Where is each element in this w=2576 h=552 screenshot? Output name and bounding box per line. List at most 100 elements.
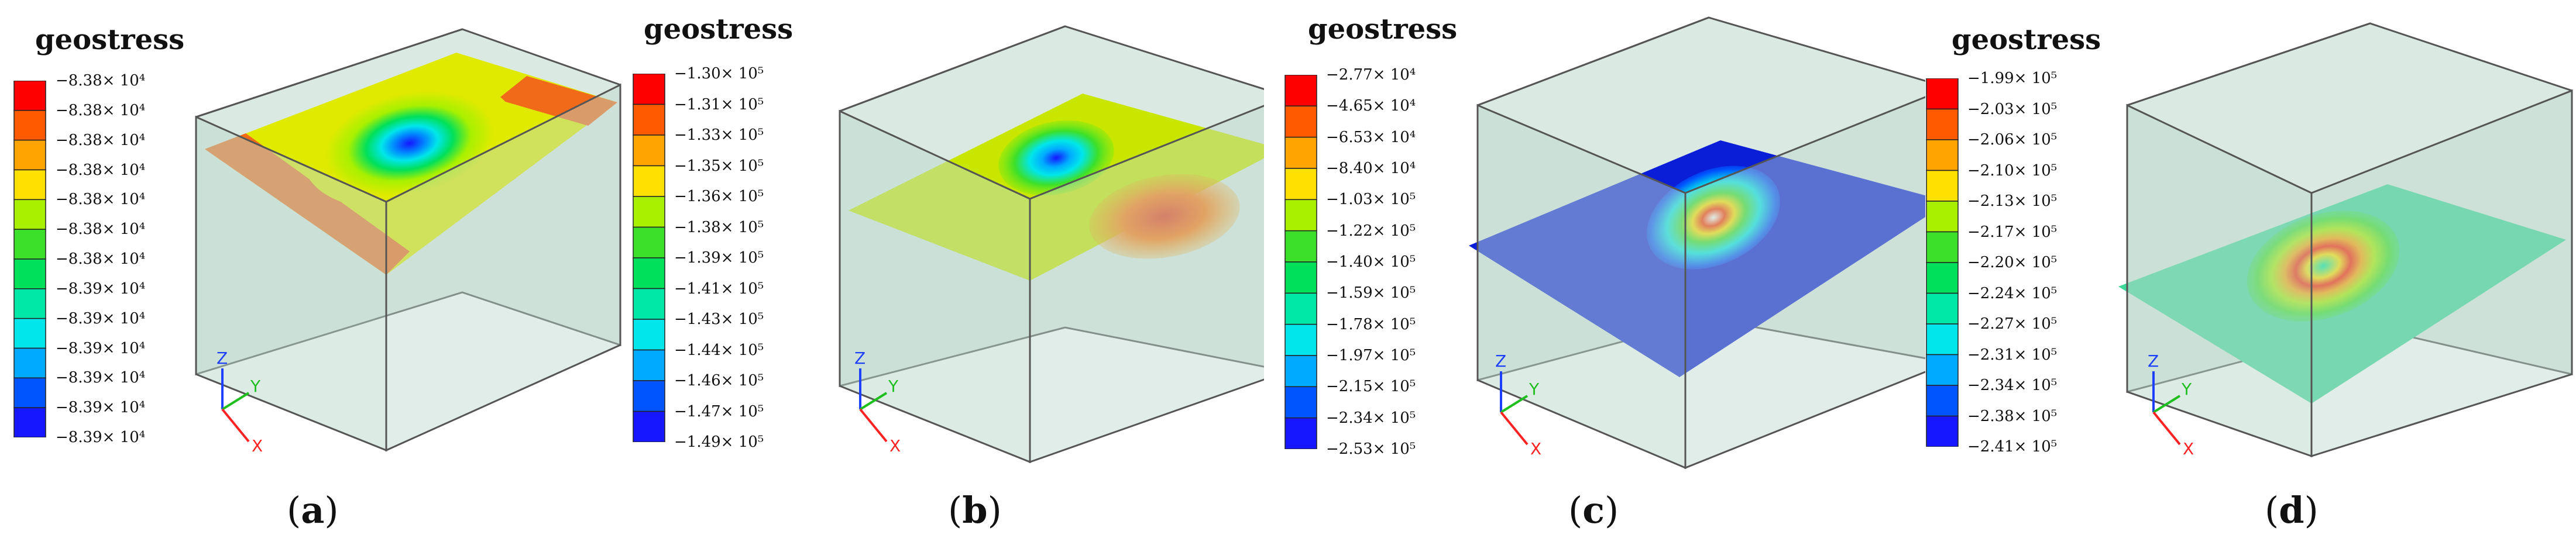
legend-swatch	[1926, 323, 1959, 356]
legend-label: −2.31× 10⁵	[1967, 346, 2058, 364]
legend-label: −2.17× 10⁵	[1967, 223, 2058, 241]
legend-swatch	[1926, 415, 1959, 447]
legend-swatch	[1926, 262, 1959, 294]
legend-label: −8.40× 10⁴	[1326, 160, 1416, 177]
legend-colorbar	[1284, 75, 1317, 449]
axis-label-x: X	[2183, 439, 2194, 458]
legend-label: −8.38× 10⁴	[56, 101, 146, 119]
legend-colorbar	[633, 74, 665, 442]
legend-label: −2.53× 10⁵	[1326, 440, 1416, 458]
axis-label-z: Z	[2148, 351, 2159, 371]
axis-label-z: Z	[1495, 351, 1506, 371]
legend-label: −1.46× 10⁵	[674, 372, 764, 389]
legend-label: −1.31× 10⁵	[674, 95, 764, 113]
panel-c: geostress −2.77× 10⁴ −4.65× 10⁴ −6.53× 1…	[1276, 0, 1925, 552]
legend-swatch	[633, 288, 665, 320]
model-box-c: Z Y X	[1469, 16, 1925, 470]
panel-letter: b	[962, 489, 988, 532]
legend-label: −8.39× 10⁴	[56, 339, 146, 357]
legend-label: −1.03× 10⁵	[1326, 191, 1416, 209]
legend-label: −1.43× 10⁵	[674, 310, 764, 328]
legend-label: −2.20× 10⁵	[1967, 254, 2058, 271]
panel-letter: a	[301, 489, 325, 532]
legend-swatch	[1284, 261, 1317, 294]
legend-swatch	[633, 134, 665, 167]
legend-label: −2.38× 10⁵	[1967, 407, 2058, 425]
legend-title: geostress	[35, 23, 185, 56]
legend-label: −1.38× 10⁵	[674, 218, 764, 236]
legend-label: −1.30× 10⁵	[674, 65, 764, 82]
legend-label: −2.15× 10⁵	[1326, 378, 1416, 396]
legend-swatch	[633, 165, 665, 197]
legend-label: −8.38× 10⁴	[56, 131, 146, 149]
legend-swatch	[1284, 386, 1317, 419]
legend-label: −2.34× 10⁵	[1326, 409, 1416, 427]
legend-label: −1.41× 10⁵	[674, 280, 764, 298]
box-edge	[195, 28, 463, 118]
model-box-a: Z Y X	[195, 28, 621, 456]
panel-label-a: (a)	[287, 489, 339, 532]
legend-colorbar	[1926, 78, 1959, 447]
legend-label: −1.22× 10⁵	[1326, 222, 1416, 240]
legend-label: −1.47× 10⁵	[674, 402, 764, 420]
panel-label-c: (c)	[1568, 489, 1619, 532]
legend-swatch	[633, 410, 665, 442]
legend-swatch	[13, 318, 46, 349]
legend-label: −1.39× 10⁵	[674, 249, 764, 267]
stress-slice-right-band	[497, 76, 617, 126]
axis-label-x: X	[252, 436, 263, 456]
legend-swatch	[1284, 292, 1317, 325]
axis-label-x: X	[889, 436, 901, 456]
legend-swatch	[1926, 78, 1959, 110]
model-box-b: Z Y X	[839, 25, 1264, 464]
panel-d: geostress −1.99× 10⁵ −2.03× 10⁵ −2.06× 1…	[1914, 0, 2576, 552]
axis-triad: Z Y X	[2148, 351, 2194, 458]
legend-label: −1.49× 10⁵	[674, 433, 764, 451]
box-front-right-face	[2310, 89, 2573, 458]
panel-b: geostress −1.30× 10⁵ −1.31× 10⁵ −1.33× 1…	[620, 0, 1264, 552]
legend-swatch	[1926, 292, 1959, 325]
legend-swatch	[1926, 139, 1959, 171]
legend-swatch	[1926, 354, 1959, 386]
legend-swatch	[13, 169, 46, 201]
legend-label: −8.39× 10⁴	[56, 280, 146, 298]
panel-a: geostress −8.38× 10⁴ −8.38× 10⁴ −8.38× 1…	[0, 0, 644, 552]
legend-swatch	[1284, 355, 1317, 388]
legend-swatch	[633, 104, 665, 136]
legend-colorbar	[13, 81, 46, 437]
legend-swatch	[13, 81, 46, 111]
legend-label: −1.59× 10⁵	[1326, 284, 1416, 302]
panel-letter: d	[2279, 489, 2304, 532]
box-edge	[839, 25, 1066, 112]
stress-contour	[303, 77, 517, 209]
legend-swatch	[1926, 231, 1959, 263]
axis-label-y: Y	[888, 377, 899, 396]
panel-label-b: (b)	[948, 489, 1002, 532]
legend-label: −8.39× 10⁴	[56, 399, 146, 417]
legend-swatch	[1284, 230, 1317, 263]
legend-label: −8.38× 10⁴	[56, 220, 146, 239]
legend-label: −1.44× 10⁵	[674, 341, 764, 359]
axis-triad: Z Y X	[1495, 351, 1541, 458]
legend-label: −6.53× 10⁴	[1326, 128, 1416, 146]
legend-label: −1.97× 10⁵	[1326, 347, 1416, 364]
legend-swatch	[1284, 136, 1317, 169]
legend-label: −2.77× 10⁴	[1326, 66, 1416, 84]
axis-label-x: X	[1530, 439, 1541, 458]
legend-swatch	[633, 74, 665, 105]
legend-swatch	[1926, 385, 1959, 417]
axis-triad: Z Y X	[854, 349, 901, 456]
panel-letter: c	[1582, 489, 1605, 532]
legend-title: geostress	[644, 13, 794, 46]
legend-label: −2.10× 10⁵	[1967, 161, 2058, 180]
legend-label: −1.33× 10⁵	[674, 126, 764, 144]
legend-swatch	[13, 377, 46, 408]
legend-label: −2.13× 10⁵	[1967, 192, 2058, 210]
legend-label: −2.34× 10⁵	[1967, 377, 2058, 394]
legend-label: −8.38× 10⁴	[56, 72, 146, 89]
box-front-right-face	[1684, 96, 1925, 470]
legend-swatch	[13, 229, 46, 260]
legend-label: −2.41× 10⁵	[1967, 438, 2058, 456]
axis-label-y: Y	[250, 377, 261, 396]
